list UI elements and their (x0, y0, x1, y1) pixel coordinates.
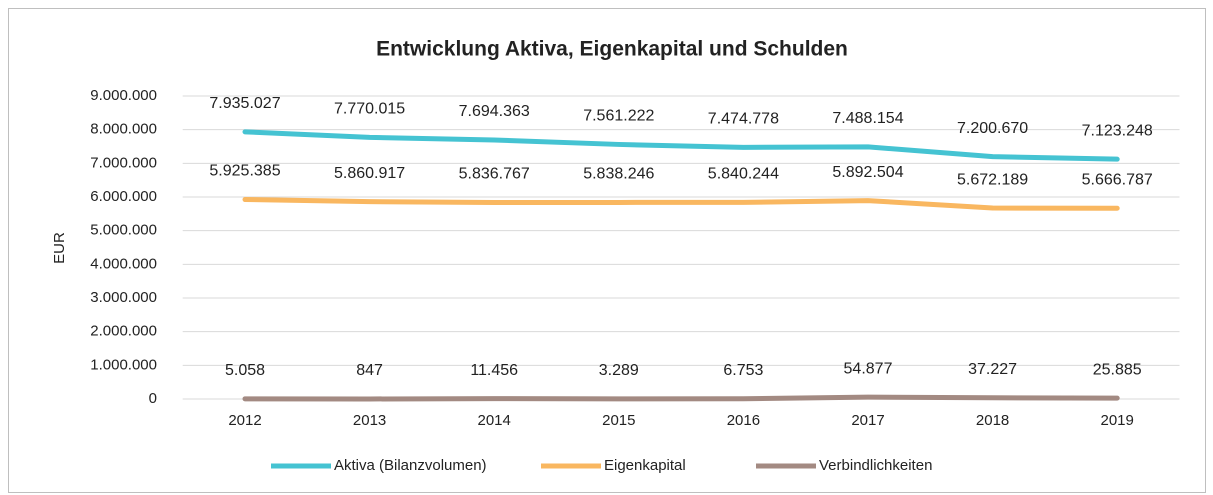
data-label: 7.694.363 (459, 103, 530, 120)
data-label: 5.672.189 (957, 171, 1028, 188)
y-tick-label: 4.000.000 (90, 255, 157, 272)
data-label: 7.488.154 (832, 110, 903, 127)
x-tick-label: 2016 (727, 412, 760, 429)
data-label: 7.935.027 (209, 95, 280, 112)
x-tick-label: 2017 (851, 412, 884, 429)
x-tick-label: 2018 (976, 412, 1009, 429)
y-tick-label: 5.000.000 (90, 222, 157, 239)
y-tick-label: 2.000.000 (90, 323, 157, 340)
data-label: 6.753 (723, 362, 763, 379)
series-line (242, 394, 1120, 402)
data-label: 5.925.385 (209, 163, 280, 180)
data-label: 54.877 (844, 360, 893, 377)
data-label: 7.200.670 (957, 120, 1028, 137)
data-label: 7.561.222 (583, 108, 654, 125)
data-label: 5.840.244 (708, 166, 779, 183)
data-label: 5.666.787 (1082, 171, 1153, 188)
data-label: 5.836.767 (459, 166, 530, 183)
data-label: 5.058 (225, 362, 265, 379)
y-tick-label: 1.000.000 (90, 356, 157, 373)
legend-label: Verbindlichkeiten (819, 457, 932, 474)
data-label: 7.123.248 (1082, 122, 1153, 139)
data-label: 25.885 (1093, 361, 1142, 378)
x-tick-label: 2013 (353, 412, 386, 429)
legend-label: Eigenkapital (604, 457, 686, 474)
chart-border (8, 8, 1206, 493)
x-tick-label: 2019 (1101, 412, 1134, 429)
data-label: 847 (356, 362, 383, 379)
data-label: 7.474.778 (708, 111, 779, 128)
data-label: 37.227 (968, 361, 1017, 378)
y-tick-label: 3.000.000 (90, 289, 157, 306)
y-axis-label: EUR (51, 232, 68, 264)
legend-label: Aktiva (Bilanzvolumen) (334, 457, 487, 474)
x-tick-label: 2012 (228, 412, 261, 429)
data-label: 5.838.246 (583, 166, 654, 183)
y-tick-label: 8.000.000 (90, 121, 157, 138)
data-label: 7.770.015 (334, 101, 405, 118)
data-label: 3.289 (599, 362, 639, 379)
data-label: 5.860.917 (334, 165, 405, 182)
data-label: 11.456 (470, 362, 518, 379)
chart-title: Entwicklung Aktiva, Eigenkapital und Sch… (376, 38, 848, 61)
x-tick-label: 2015 (602, 412, 635, 429)
y-tick-label: 7.000.000 (90, 154, 157, 171)
series-line (242, 197, 1120, 211)
data-label: 5.892.504 (832, 164, 903, 181)
x-tick-label: 2014 (478, 412, 511, 429)
y-tick-label: 9.000.000 (90, 87, 157, 104)
y-tick-label: 0 (149, 390, 157, 407)
series-line (242, 129, 1120, 162)
y-tick-label: 6.000.000 (90, 188, 157, 205)
